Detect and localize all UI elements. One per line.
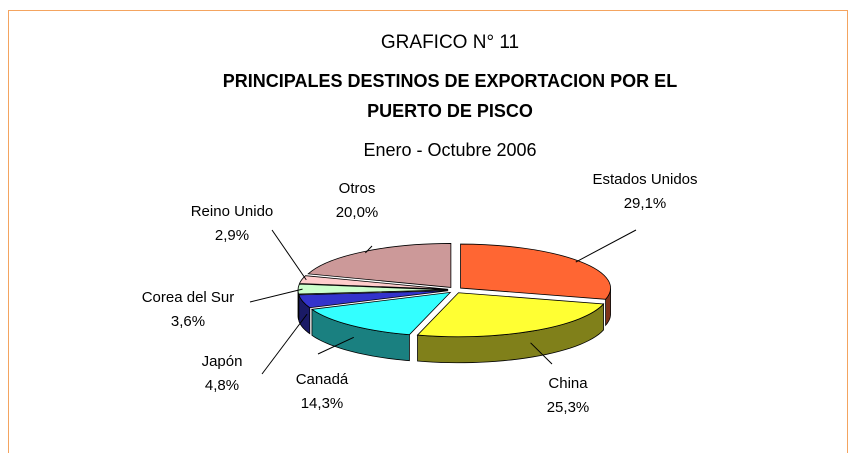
data-label-name: Otros (339, 180, 376, 197)
pie-slice (310, 291, 452, 362)
data-label-value: 20,0% (336, 204, 379, 221)
slice-top (416, 292, 605, 338)
leader-line (365, 245, 373, 254)
chart-frame (8, 10, 848, 453)
data-label-name: Japón (202, 353, 243, 370)
data-label-value: 3,6% (171, 313, 205, 330)
pie-slice (416, 292, 605, 364)
leader-line (261, 313, 308, 375)
leader-line (575, 229, 637, 263)
pie-slice (460, 243, 611, 327)
data-label-name: Reino Unido (191, 203, 274, 220)
slice-top (298, 275, 449, 290)
slice-top (460, 243, 611, 300)
pie-slice (298, 290, 449, 335)
slice-top (307, 243, 452, 288)
data-label-value: 29,1% (624, 195, 667, 212)
leader-line (271, 229, 307, 281)
data-label-value: 4,8% (205, 377, 239, 394)
data-label-value: 14,3% (301, 395, 344, 412)
leader-line (317, 336, 355, 355)
slice-top (297, 283, 449, 295)
pie-slice (298, 275, 449, 290)
pie-slice (307, 243, 452, 288)
leader-line (249, 288, 303, 303)
chart-heading: GRAFICO N° 11 (380, 32, 520, 53)
data-label-name: China (548, 375, 588, 392)
chart-subtitle: Enero - Octubre 2006 (363, 140, 537, 160)
leader-line (530, 342, 553, 365)
data-label-value: 2,9% (215, 227, 249, 244)
slice-top (310, 291, 452, 336)
data-label-name: Estados Unidos (592, 171, 697, 188)
data-label-name: Canadá (296, 371, 349, 388)
data-label-name: Corea del Sur (142, 289, 235, 306)
pie-slice (297, 283, 449, 321)
chart-title: PRINCIPALES DESTINOS DE EXPORTACION POR … (222, 71, 678, 121)
data-label-value: 25,3% (547, 399, 590, 416)
